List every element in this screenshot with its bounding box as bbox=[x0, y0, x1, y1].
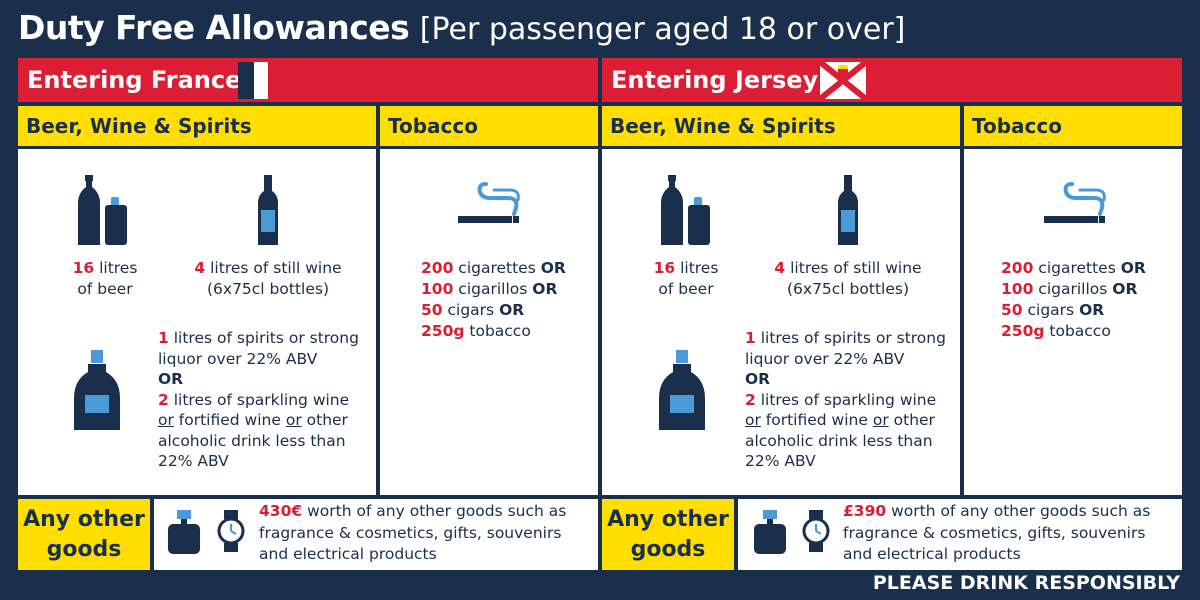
france-header: Entering France bbox=[18, 58, 598, 102]
jersey-tobacco-panel bbox=[964, 149, 1182, 495]
france-other-goods-label: Any other goods bbox=[18, 499, 150, 570]
france-tobacco-text: 200 cigarettes OR 100 cigarillos OR 50 c… bbox=[421, 259, 566, 340]
watch-icon bbox=[217, 510, 245, 552]
footer-note: PLEASE DRINK RESPONSIBLY bbox=[872, 572, 1180, 594]
jersey-heading: Entering Jersey bbox=[611, 66, 819, 94]
spirits-bottle-icon bbox=[659, 350, 705, 430]
perfume-icon bbox=[168, 510, 200, 554]
france-spirits-text: 1 litres of spirits or strong liquor ove… bbox=[158, 329, 359, 470]
jersey-flag-icon bbox=[820, 62, 866, 99]
beer-icon bbox=[78, 175, 127, 245]
jersey-spirits-text: 1 litres of spirits or strong liquor ove… bbox=[745, 329, 946, 470]
france-alcohol-panel bbox=[18, 149, 376, 495]
france-other-goods-text: 430€ worth of any other goods such as fr… bbox=[259, 502, 567, 563]
spirits-bottle-icon bbox=[74, 350, 120, 430]
title-main: Duty Free Allowances bbox=[18, 8, 410, 47]
jersey-beer-text: 16 litres of beer bbox=[653, 259, 719, 298]
france-tobacco-panel bbox=[380, 149, 598, 495]
france-wine-text: 4 litres of still wine (6x75cl bottles) bbox=[194, 259, 342, 298]
wine-bottle-icon bbox=[258, 175, 278, 245]
cigarette-icon bbox=[1044, 182, 1106, 223]
jersey-tobacco-text: 200 cigarettes OR 100 cigarillos OR 50 c… bbox=[1001, 259, 1146, 340]
france-beer-wine-heading: Beer, Wine & Spirits bbox=[18, 106, 376, 146]
page-title: Duty Free Allowances [Per passenger aged… bbox=[18, 8, 905, 47]
jersey-other-goods-label: Any other goods bbox=[602, 499, 734, 570]
jersey-other-goods-text: £390 worth of any other goods such as fr… bbox=[843, 502, 1151, 563]
beer-icon bbox=[661, 175, 710, 245]
cigarette-icon bbox=[458, 182, 520, 223]
france-tobacco-heading: Tobacco bbox=[380, 106, 598, 146]
perfume-icon bbox=[754, 510, 786, 554]
france-beer-text: 16 litres of beer bbox=[72, 259, 138, 298]
title-subtitle: [Per passenger aged 18 or over] bbox=[419, 12, 906, 47]
jersey-tobacco-heading: Tobacco bbox=[964, 106, 1182, 146]
france-flag-icon bbox=[238, 62, 284, 99]
watch-icon bbox=[802, 510, 830, 552]
jersey-beer-wine-heading: Beer, Wine & Spirits bbox=[602, 106, 960, 146]
france-heading: Entering France bbox=[27, 66, 242, 94]
jersey-wine-text: 4 litres of still wine (6x75cl bottles) bbox=[774, 259, 922, 298]
wine-bottle-icon bbox=[838, 175, 858, 245]
jersey-header: Entering Jersey bbox=[602, 58, 1182, 102]
